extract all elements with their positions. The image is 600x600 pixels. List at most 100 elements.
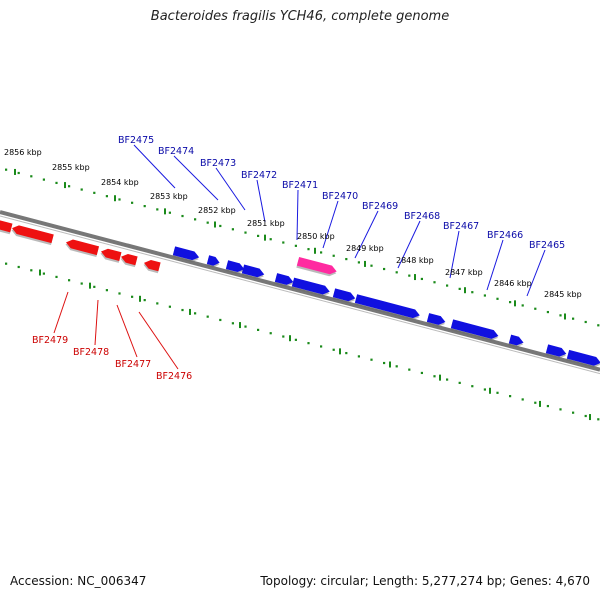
inner-track-dot [118,292,121,295]
forward-gene-arrow-body [225,260,245,273]
forward-gene-arrow-body [566,349,600,366]
forward-gene-arrow [332,288,356,304]
forward-label-leader [354,210,379,259]
inner-track-dot [17,265,20,269]
outer-track-dot [105,195,108,198]
forward-gene-arrow-body [354,294,420,319]
outer-track-dot [357,261,360,264]
inner-track-dot [446,378,449,381]
inner-track-dot [357,355,360,358]
inner-track-dot [433,375,436,378]
outer-track-dot [345,257,348,261]
forward-label-leader [486,239,504,291]
reverse-gene-arrow [65,239,100,258]
forward-gene-arrow [354,294,420,321]
reverse-label-leader [138,311,179,370]
forward-gene-arrow [291,277,330,297]
forward-gene-arrow [566,349,600,368]
reverse-gene-arrow-body [144,260,161,272]
inner-track-dot [68,279,71,282]
forward-gene-arrow-body [274,273,294,285]
forward-label-leader [322,200,339,249]
scale-label: 2845 kbp [544,290,582,299]
outer-track-dot [131,201,134,204]
outer-track-dot [332,254,335,257]
forward-gene-arrow [274,273,294,287]
forward-gene-arrow-body [508,334,524,346]
outer-track-dot [30,175,33,178]
outer-track-dot [433,281,436,284]
inner-track-dot [231,322,234,325]
outer-track-dot [231,228,234,231]
scale-label: 2853 kbp [150,192,188,201]
inner-track-dot [143,299,146,302]
outer-track-dot [80,188,83,191]
reverse-gene-arrow [120,253,138,268]
gene-features [0,220,600,368]
reverse-gene-arrow-body [12,225,54,244]
outer-track-dot [257,234,260,238]
scale-label: 2846 kbp [494,279,532,288]
reverse-gene-label: BF2479 [32,335,68,346]
outer-track-dot [143,205,146,208]
outer-track-dot [420,277,423,281]
scale-label: 2847 kbp [445,268,483,277]
forward-gene-arrow [241,264,265,280]
forward-gene-arrow [426,313,446,327]
reverse-label-leader [116,304,138,358]
outer-track-dot [320,251,323,254]
outer-track-dot [446,284,449,287]
inner-track-dot [534,401,537,404]
inner-track-dot [219,318,222,322]
inner-track-dot [168,305,171,308]
accession-text: Accession: NC_006347 [10,574,147,588]
outer-track-dot [42,178,45,181]
forward-gene-label: BF2468 [404,211,440,222]
inner-track-dot [395,365,398,368]
outer-track-dot [370,264,373,267]
inner-track-dot [5,262,8,265]
forward-gene-label: BF2466 [487,230,523,241]
forward-label-leader [173,155,219,201]
outer-track-dot [521,304,524,307]
backbone-shadow [0,215,600,375]
inner-track-dot [370,358,373,361]
forward-gene-arrow [225,260,245,274]
forward-label-leader [526,249,546,297]
outer-track-dot [269,238,272,241]
reverse-gene-arrow [100,248,122,263]
forward-label-leader [133,144,176,189]
forward-gene-label: BF2469 [362,201,398,212]
outer-track-dot [559,314,562,317]
outer-track-dot [68,185,71,188]
outer-track-dot [307,248,310,251]
forward-gene-arrow-body [291,277,330,295]
inner-track-dot [294,338,297,341]
forward-gene-arrow [450,319,499,341]
forward-gene-arrow-body [241,264,265,278]
scale-label: 2856 kbp [4,148,42,157]
forward-gene-arrow-body [426,313,446,325]
inner-track-dot [30,269,33,272]
forward-label-leader [296,189,299,241]
inner-track-dot [55,275,58,279]
reverse-gene-arrow-body [121,253,138,266]
forward-gene-label: BF2471 [282,180,318,191]
forward-gene-label: BF2473 [200,158,236,169]
outer-track-dot [597,324,600,327]
forward-gene-label: BF2475 [118,135,154,146]
outer-track-dot [282,241,285,244]
outer-track-dot [584,320,587,324]
outer-track-dot [118,198,121,201]
outer-track-dot [572,317,575,320]
outer-track-dot [496,297,499,300]
forward-gene-arrow-body [172,246,200,261]
outer-track-dot [294,244,297,247]
inner-track-dot [471,385,474,388]
inner-track-dot [496,391,499,394]
forward-gene-label: BF2470 [322,191,358,202]
reverse-gene-label: BF2477 [115,359,151,370]
reverse-gene-arrow-body [0,220,13,233]
outer-track-dot [534,307,537,310]
outer-track-dot [168,211,171,214]
